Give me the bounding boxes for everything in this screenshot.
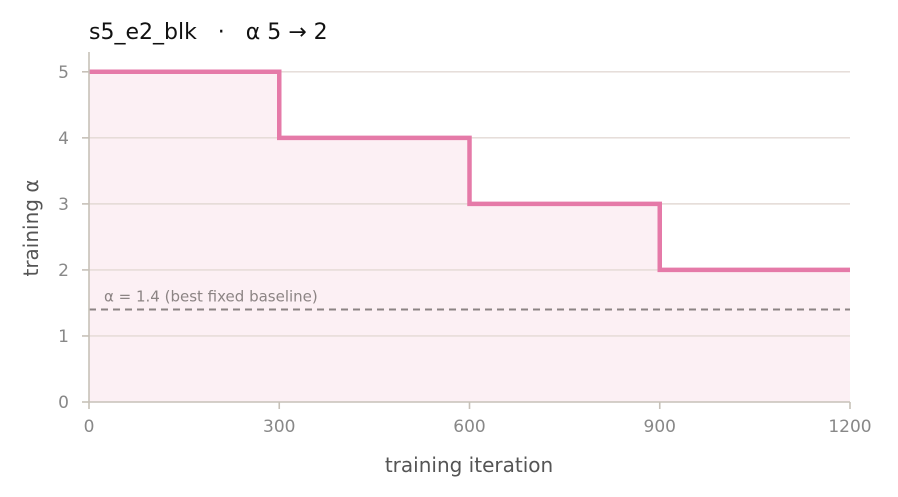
- y-axis-label: training α: [19, 179, 43, 276]
- y-tick-label: 1: [58, 327, 69, 347]
- y-ticks: 0 1 2 3 4 5: [58, 63, 89, 413]
- y-tick-label: 0: [58, 393, 69, 413]
- x-ticks: 0 300 600 900 1200: [84, 402, 872, 437]
- x-tick-label: 600: [453, 417, 485, 437]
- y-tick-label: 2: [58, 261, 69, 281]
- x-tick-label: 900: [644, 417, 676, 437]
- y-tick-label: 4: [58, 129, 69, 149]
- x-tick-label: 300: [263, 417, 295, 437]
- y-tick-label: 3: [58, 195, 69, 215]
- plot-area: α = 1.4 (best fixed baseline): [89, 69, 850, 403]
- y-tick-label: 5: [58, 63, 69, 83]
- axes: 0 300 600 900 1200 0 1 2 3 4 5: [58, 52, 872, 437]
- series-step-line: [89, 69, 850, 273]
- x-tick-label: 0: [84, 417, 95, 437]
- x-tick-label: 1200: [828, 417, 871, 437]
- baseline-annotation: α = 1.4 (best fixed baseline): [104, 288, 318, 306]
- x-axis-label: training iteration: [385, 453, 553, 477]
- chart-title: s5_e2_blk · α 5 → 2: [89, 20, 328, 45]
- series-area-fill: [89, 71, 850, 403]
